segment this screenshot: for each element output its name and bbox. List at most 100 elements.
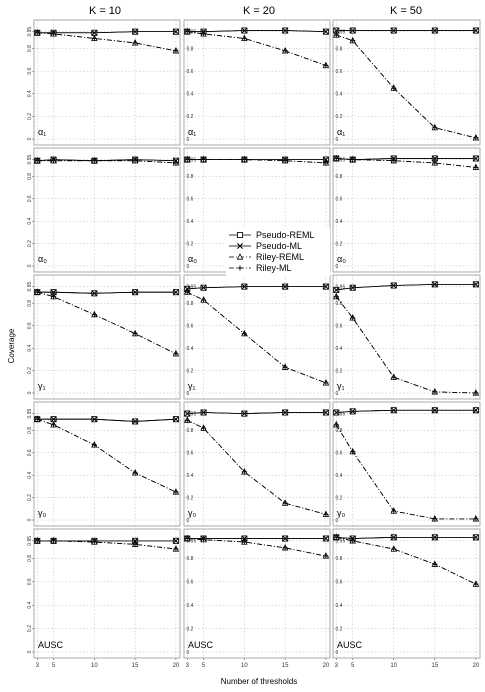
panel-frame bbox=[332, 274, 481, 400]
data-point bbox=[91, 442, 97, 448]
data-point bbox=[172, 28, 179, 35]
panel-r2-c1: 0 0.2 0.4 0.6 0.8 0.95 γ₁ bbox=[183, 274, 331, 400]
y-tick-label: 0.4 bbox=[27, 345, 33, 352]
x-tick-label: 20 bbox=[323, 663, 330, 669]
y-tick-label: 0 bbox=[336, 518, 339, 524]
series-line bbox=[187, 159, 326, 164]
y-tick-label: 0.2 bbox=[27, 625, 33, 632]
data-point bbox=[431, 155, 438, 162]
data-point bbox=[91, 416, 98, 423]
series-line bbox=[37, 32, 176, 52]
data-point bbox=[184, 417, 190, 423]
x-tick-label: 15 bbox=[282, 663, 289, 669]
x-tick-label: 5 bbox=[351, 663, 355, 669]
data-point bbox=[390, 534, 397, 541]
data-point bbox=[200, 31, 207, 37]
data-point bbox=[282, 535, 289, 542]
data-point bbox=[241, 331, 247, 337]
panel-label: α₀ bbox=[38, 254, 47, 264]
series-pseudo-ml bbox=[333, 281, 479, 293]
series-riley-ml bbox=[333, 32, 479, 141]
series-pseudo-ml bbox=[34, 289, 179, 297]
column-title-k10: K = 10 bbox=[89, 5, 121, 17]
y-tick-label: 0.8 bbox=[187, 556, 194, 562]
series-line bbox=[336, 158, 476, 168]
panel-r2-c0: 0 0.2 0.4 0.6 0.8 0.95 γ₁ bbox=[27, 274, 181, 400]
series-riley-ml bbox=[34, 538, 179, 552]
y-tick-label: 0 bbox=[187, 137, 190, 143]
data-point bbox=[172, 416, 179, 423]
x-axis-label: Number of thresholds bbox=[221, 677, 297, 686]
data-point bbox=[241, 27, 248, 34]
y-tick-label: 0.2 bbox=[336, 368, 343, 374]
y-tick-label: 0.8 bbox=[27, 173, 33, 180]
y-tick-label: 0.95 bbox=[336, 284, 346, 290]
series-line bbox=[187, 419, 327, 515]
data-point bbox=[432, 389, 438, 395]
legend-label: Riley-REML bbox=[256, 252, 304, 262]
data-point bbox=[333, 294, 339, 300]
data-point bbox=[200, 297, 207, 303]
legend-label: Pseudo-REML bbox=[256, 230, 315, 240]
panel-label: α₁ bbox=[188, 127, 196, 137]
data-point bbox=[473, 581, 479, 587]
series-line bbox=[187, 286, 326, 290]
data-point bbox=[333, 534, 339, 540]
panel-label: γ₁ bbox=[38, 381, 46, 391]
data-point bbox=[50, 289, 57, 296]
data-point bbox=[132, 158, 138, 164]
y-tick-label: 0.8 bbox=[336, 46, 343, 52]
y-tick-label: 0.4 bbox=[336, 346, 343, 352]
series-line bbox=[187, 538, 326, 557]
panel-r4-c0: 0 0.2 0.4 0.6 0.8 0.95 3 5 10 15 20 AUSC bbox=[27, 528, 181, 669]
y-tick-label: 0.6 bbox=[187, 197, 194, 203]
panel-label: γ₀ bbox=[337, 508, 346, 518]
y-tick-label: 0 bbox=[27, 264, 33, 267]
data-point bbox=[282, 409, 289, 416]
y-tick-label: 0.95 bbox=[187, 411, 197, 417]
data-point bbox=[50, 31, 57, 37]
y-tick-label: 0.2 bbox=[27, 240, 33, 247]
series-line bbox=[336, 536, 477, 585]
series-line bbox=[187, 291, 327, 384]
y-tick-label: 0.2 bbox=[336, 495, 343, 501]
y-tick-label: 0.2 bbox=[187, 368, 194, 374]
panel-label: γ₀ bbox=[38, 508, 47, 518]
y-tick-label: 0.6 bbox=[27, 68, 33, 75]
data-point bbox=[91, 290, 98, 297]
series-line bbox=[336, 283, 476, 291]
panel-label: α₀ bbox=[188, 254, 197, 264]
data-point bbox=[132, 40, 138, 46]
panel-label: α₁ bbox=[38, 127, 46, 137]
y-tick-label: 0 bbox=[27, 391, 33, 394]
data-point bbox=[200, 157, 207, 163]
y-tick-label: 0 bbox=[187, 518, 190, 524]
y-tick-label: 0.95 bbox=[27, 282, 33, 292]
data-point bbox=[349, 284, 356, 291]
y-tick-label: 0.2 bbox=[336, 241, 343, 247]
series-pseudo-reml bbox=[333, 534, 479, 542]
data-point bbox=[472, 534, 479, 541]
panel-frame bbox=[183, 274, 331, 400]
data-point bbox=[473, 516, 479, 522]
data-point bbox=[333, 27, 340, 34]
series-pseudo-reml bbox=[333, 281, 479, 293]
panel-r1-c1: 0 0.2 0.4 0.6 0.8 0.95 α₀ bbox=[183, 147, 331, 273]
data-point bbox=[132, 28, 139, 35]
x-tick-label: 10 bbox=[390, 663, 397, 669]
data-point bbox=[333, 32, 339, 38]
series-riley-ml bbox=[34, 416, 179, 495]
data-point bbox=[34, 30, 40, 36]
series-line bbox=[37, 418, 177, 493]
data-point bbox=[282, 500, 288, 506]
series-pseudo-ml bbox=[333, 27, 479, 34]
series-line bbox=[336, 536, 477, 585]
panel-frame bbox=[332, 147, 481, 273]
data-point bbox=[241, 539, 247, 545]
series-riley-reml bbox=[333, 31, 480, 141]
series-pseudo-ml bbox=[184, 409, 329, 417]
y-tick-label: 0.6 bbox=[336, 451, 343, 457]
data-point bbox=[50, 294, 57, 300]
data-point bbox=[282, 545, 288, 551]
